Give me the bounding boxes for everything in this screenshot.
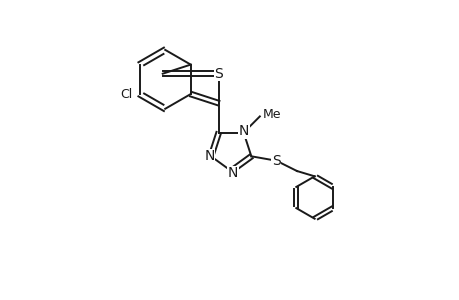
Text: S: S [271, 154, 280, 168]
Text: Me: Me [262, 108, 280, 122]
Text: N: N [204, 149, 214, 163]
Text: S: S [214, 67, 223, 81]
Text: N: N [238, 124, 248, 138]
Text: Cl: Cl [120, 88, 132, 100]
Text: N: N [227, 166, 237, 180]
